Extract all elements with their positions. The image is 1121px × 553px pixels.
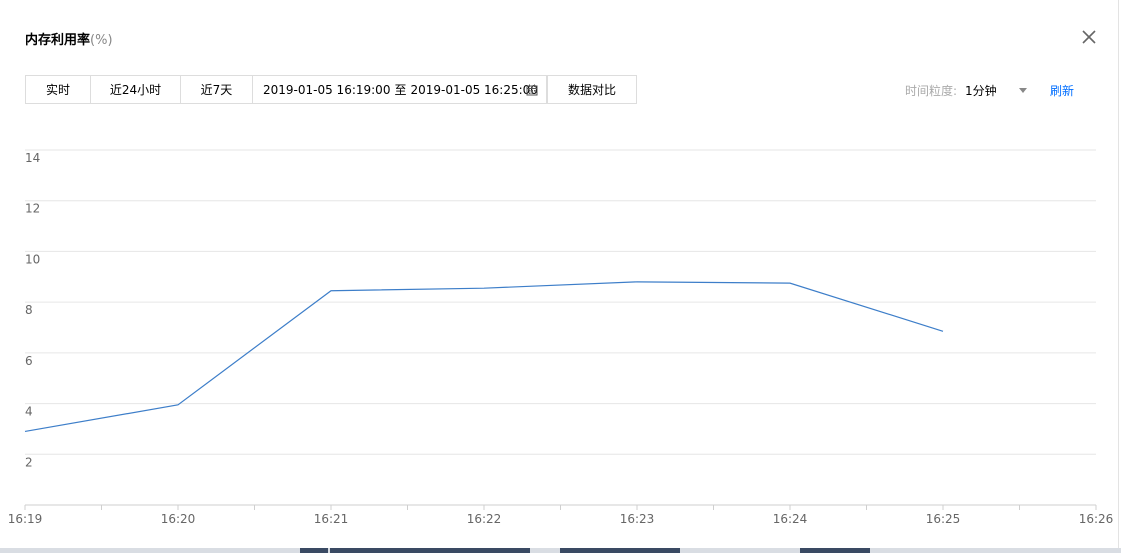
title-unit: (%) — [90, 33, 113, 48]
y-tick-label-4: 4 — [25, 405, 33, 419]
last-24h-button[interactable]: 近24小时 — [90, 75, 181, 104]
series-line-0 — [24, 281, 944, 433]
refresh-link[interactable]: 刷新 — [1050, 84, 1075, 98]
realtime-button[interactable]: 实时 — [25, 75, 91, 104]
data-point-2 — [330, 289, 333, 292]
data-point-1 — [177, 403, 180, 406]
x-tick-label-2: 16:21 — [314, 512, 349, 526]
data-point-6 — [942, 330, 945, 333]
data-compare-button[interactable]: 数据对比 — [547, 75, 637, 104]
x-tick-label-3: 16:22 — [467, 512, 502, 526]
granularity-control: 时间粒度: 1分钟 — [905, 82, 1027, 99]
last-7d-button[interactable]: 近7天 — [180, 75, 253, 104]
data-point-0 — [24, 430, 27, 433]
x-tick-label-1: 16:20 — [161, 512, 196, 526]
calendar-icon — [526, 84, 538, 96]
date-range-picker[interactable]: 2019-01-05 16:19:00 至 2019-01-05 16:25:0… — [252, 75, 547, 104]
data-point-4 — [636, 280, 639, 283]
data-point-3 — [483, 287, 486, 290]
x-tick-label-6: 16:25 — [926, 512, 961, 526]
granularity-label: 时间粒度: — [905, 84, 958, 98]
x-tick-label-0: 16:19 — [8, 512, 43, 526]
x-tick-label-5: 16:24 — [773, 512, 808, 526]
granularity-select[interactable]: 1分钟 — [965, 84, 997, 98]
chevron-down-icon[interactable] — [1018, 88, 1027, 93]
title-text: 内存利用率 — [25, 33, 91, 48]
y-tick-label-14: 14 — [25, 151, 40, 165]
background-strip — [0, 548, 1121, 553]
time-range-toolbar: 实时 近24小时 近7天 2019-01-05 16:19:00 至 2019-… — [25, 75, 637, 104]
y-tick-label-8: 8 — [25, 303, 33, 317]
y-tick-label-12: 12 — [25, 202, 40, 216]
date-end: 2019-01-05 16:25:00 — [410, 82, 538, 97]
dialog-title: 内存利用率(%) — [25, 29, 113, 48]
date-separator: 至 — [394, 83, 407, 97]
y-tick-label-10: 10 — [25, 252, 40, 266]
x-tick-label-4: 16:23 — [620, 512, 655, 526]
x-tick-label-7: 16:26 — [1079, 512, 1114, 526]
y-tick-label-2: 2 — [25, 455, 33, 469]
date-start: 2019-01-05 16:19:00 — [263, 82, 391, 97]
close-icon[interactable] — [1080, 28, 1098, 46]
y-tick-label-6: 6 — [25, 354, 33, 368]
data-point-5 — [789, 282, 792, 285]
